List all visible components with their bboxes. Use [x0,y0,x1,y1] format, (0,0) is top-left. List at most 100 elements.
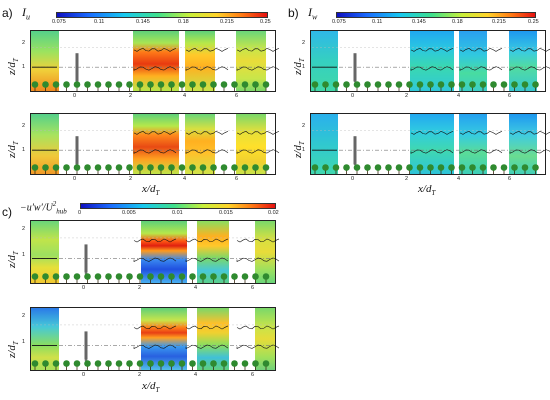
tree-canopy [220,81,228,88]
tree-canopy [353,81,361,88]
y-tick: 1 [22,252,26,258]
tree-canopy [189,360,196,367]
y-tick: 1 [22,64,26,70]
tree-canopy [105,273,112,280]
tree-canopy [395,164,403,171]
tree-canopy [220,164,228,171]
tree-canopy [220,273,228,280]
tree-canopy [252,164,259,171]
tree-canopy [31,360,39,367]
contour-line [410,149,454,154]
tree-canopy [406,164,413,171]
x-tick: 0 [351,176,355,182]
tree-canopy [252,273,259,280]
y-tick: 2 [302,40,306,46]
contour-line [185,325,229,330]
x-tick-labels: 0 2 4 6 [310,93,546,101]
x-tick-labels: 0 2 4 6 [30,372,276,380]
tree-canopy [199,273,207,280]
contour-line [185,149,229,154]
tree-canopy [178,360,186,367]
x-tick: 6 [251,372,255,378]
measurement-window [311,31,338,91]
tree-canopy [178,81,186,88]
measurement-window [185,31,215,91]
x-axis-label: x/dT [418,183,436,198]
tree-canopy [31,273,39,280]
colorbar-tick: 0.075 [52,19,66,25]
tree-canopy [63,164,70,171]
tree-canopy [241,273,249,280]
measurement-window [141,308,187,370]
panel-letter: a) [2,6,13,20]
tree-canopy [136,81,144,88]
x-tick: 0 [73,93,77,99]
colorbar-tick: 0.25 [260,19,271,25]
x-tick: 6 [235,93,239,99]
tree-canopy [84,164,91,171]
tree-canopy [157,164,165,171]
contour-line [133,66,177,71]
y-tick: 1 [22,147,26,153]
tree-canopy [73,164,81,171]
tree-canopy [136,164,144,171]
tree-canopy [364,81,371,88]
measurement-window [459,114,487,174]
x-tick: 4 [457,93,461,99]
tree-canopy [157,81,165,88]
y-tick: 1 [22,339,26,345]
tree-canopy [406,81,413,88]
panel-letter: c) [2,205,12,219]
tree-canopy [343,81,350,88]
tree-canopy [448,81,455,88]
tree-canopy [437,81,445,88]
colorbar-tick: 0.145 [412,19,426,25]
contour-line [185,130,229,135]
turbine-rotor [353,53,357,82]
measurement-window [255,308,275,370]
tree-canopy [416,81,424,88]
tree-canopy [94,81,102,88]
turbine-rotor [84,244,88,273]
tree-canopy [126,81,133,88]
tree-canopy [136,273,144,280]
y-tick: 2 [22,313,26,319]
tree-canopy [521,164,529,171]
tree-canopy [84,273,91,280]
x-axis-label: x/dT [142,380,160,395]
measurement-window [31,31,59,91]
contour-line [236,325,280,330]
colorbar [80,203,276,209]
tree-canopy [115,273,123,280]
x-tick: 6 [235,176,239,182]
measurement-window [141,221,187,283]
tree-canopy [199,81,207,88]
tree-canopy [262,164,270,171]
tree-canopy [500,81,508,88]
tree-canopy [73,273,81,280]
y-tick: 2 [22,226,26,232]
tree-canopy [168,273,175,280]
tree-canopy [241,164,249,171]
contour-line [236,238,280,243]
y-tick: 1 [302,64,306,70]
tree-canopy [52,81,60,88]
tree-canopy [63,81,70,88]
measurement-window [236,31,266,91]
colorbar-tick: 0.11 [94,19,105,25]
tree-canopy [157,360,165,367]
x-tick-labels: 0 2 4 6 [30,285,276,293]
tree-canopy [210,273,217,280]
colorbar [56,12,268,18]
tree-canopy [490,164,497,171]
tree-canopy [241,360,249,367]
x-tick: 0 [351,93,355,99]
turbine-rotor [353,136,357,165]
tree-canopy [189,273,196,280]
tree-canopy [479,164,487,171]
tree-canopy [532,81,539,88]
tree-canopy [532,164,539,171]
measurement-window [459,31,487,91]
colorbar-tick: 0.005 [122,210,136,216]
colorbar-tick: 0.01 [172,210,183,216]
